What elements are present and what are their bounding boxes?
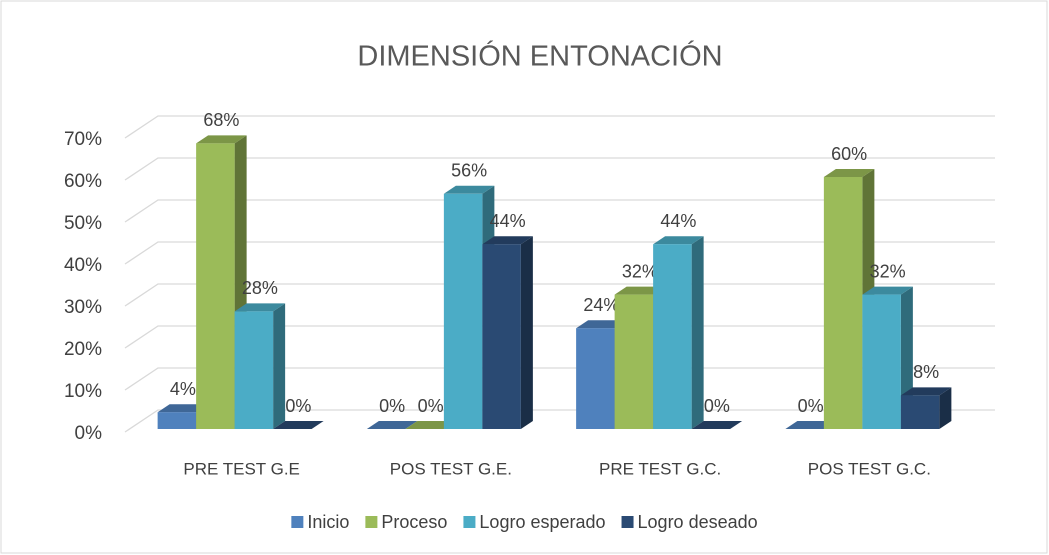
bar-top <box>273 421 324 429</box>
bar-front <box>157 412 197 429</box>
bar-top <box>234 303 286 312</box>
y-tick-label: 40% <box>64 255 102 276</box>
bar-side <box>691 236 704 429</box>
x-tick-label: PRE TEST G.C. <box>599 459 721 478</box>
bar <box>366 421 418 429</box>
data-label: 0% <box>418 396 444 416</box>
bar-front <box>614 294 654 429</box>
bar-front <box>196 143 235 429</box>
bar-top <box>653 236 704 245</box>
bar-front <box>900 395 940 429</box>
bar-top <box>196 135 247 144</box>
bar-side <box>520 236 533 429</box>
y-tick-label: 20% <box>64 339 102 360</box>
bar <box>691 421 743 429</box>
bar-top <box>482 236 533 245</box>
bar-front <box>862 294 901 429</box>
data-label: 32% <box>870 261 906 281</box>
data-label: 44% <box>490 211 526 231</box>
bar-top <box>614 286 666 295</box>
bar-top <box>862 286 913 295</box>
bar-front <box>482 244 521 429</box>
legend-swatch <box>621 516 634 528</box>
bar <box>273 421 324 429</box>
y-tick-label: 60% <box>64 171 102 192</box>
grid-line <box>124 367 995 391</box>
data-label: 8% <box>913 362 939 382</box>
legend-label: Logro esperado <box>479 512 605 532</box>
data-label: 24% <box>583 295 619 315</box>
bar-front <box>234 311 274 429</box>
data-label: 0% <box>285 396 311 416</box>
data-label: 28% <box>242 278 278 298</box>
bar <box>405 421 456 429</box>
x-tick-label: POS TEST G.C. <box>808 459 931 478</box>
data-label: 44% <box>660 211 696 231</box>
bar-front <box>823 177 863 429</box>
legend-swatch <box>365 516 378 528</box>
legend-label: Inicio <box>307 512 349 532</box>
bar-front <box>576 328 615 429</box>
bar-top <box>691 421 743 429</box>
legend-label: Logro deseado <box>638 512 758 532</box>
bar-front <box>653 244 692 429</box>
legend-label: Proceso <box>381 512 447 532</box>
bar-side <box>939 387 952 429</box>
data-label: 68% <box>203 110 239 130</box>
x-tick-label: PRE TEST G.E <box>183 459 300 478</box>
bar-top <box>785 421 836 429</box>
data-label: 56% <box>451 161 487 181</box>
bar <box>785 421 836 429</box>
bar-top <box>823 169 875 177</box>
y-tick-label: 30% <box>64 297 102 318</box>
grid-line <box>124 409 995 433</box>
bar-top <box>443 185 495 194</box>
data-label: 0% <box>379 396 405 416</box>
bar <box>234 303 286 429</box>
bar-top <box>405 421 456 429</box>
bar-side <box>273 303 286 429</box>
bar-front <box>443 193 483 429</box>
bar <box>653 236 704 429</box>
y-tick-label: 70% <box>64 129 102 150</box>
bar-top <box>366 421 418 429</box>
bar-top <box>900 387 952 396</box>
chart-title: DIMENSIÓN ENTONACIÓN <box>357 40 722 73</box>
legend-swatch <box>291 516 304 528</box>
legend-swatch <box>463 516 476 528</box>
y-tick-label: 0% <box>75 423 103 444</box>
x-tick-label: POS TEST G.E. <box>390 459 512 478</box>
grid-line <box>124 325 995 349</box>
grid-line <box>124 115 995 139</box>
bar <box>482 236 533 429</box>
y-tick-label: 10% <box>64 381 102 402</box>
data-label: 0% <box>704 396 730 416</box>
grid-line <box>124 241 995 265</box>
grid-line <box>124 283 995 307</box>
data-label: 4% <box>170 379 196 399</box>
data-label: 60% <box>831 144 867 164</box>
y-tick-label: 50% <box>64 213 102 234</box>
bar-top <box>576 320 627 329</box>
data-label: 0% <box>798 396 824 416</box>
bar <box>900 387 952 429</box>
grid-line <box>124 199 995 223</box>
bar-top <box>157 404 209 413</box>
grid-line <box>124 157 995 181</box>
data-label: 32% <box>622 261 658 281</box>
